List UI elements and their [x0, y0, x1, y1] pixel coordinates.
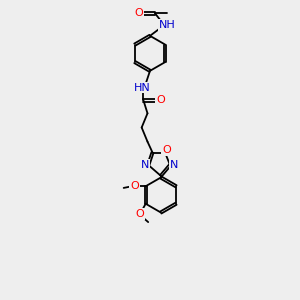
Text: N: N	[169, 160, 178, 170]
Text: O: O	[156, 95, 165, 105]
Text: NH: NH	[159, 20, 176, 30]
Text: HN: HN	[134, 82, 151, 92]
Text: O: O	[134, 8, 143, 18]
Text: O: O	[162, 145, 171, 155]
Text: O: O	[130, 181, 139, 191]
Text: N: N	[140, 160, 149, 170]
Text: O: O	[136, 209, 144, 219]
